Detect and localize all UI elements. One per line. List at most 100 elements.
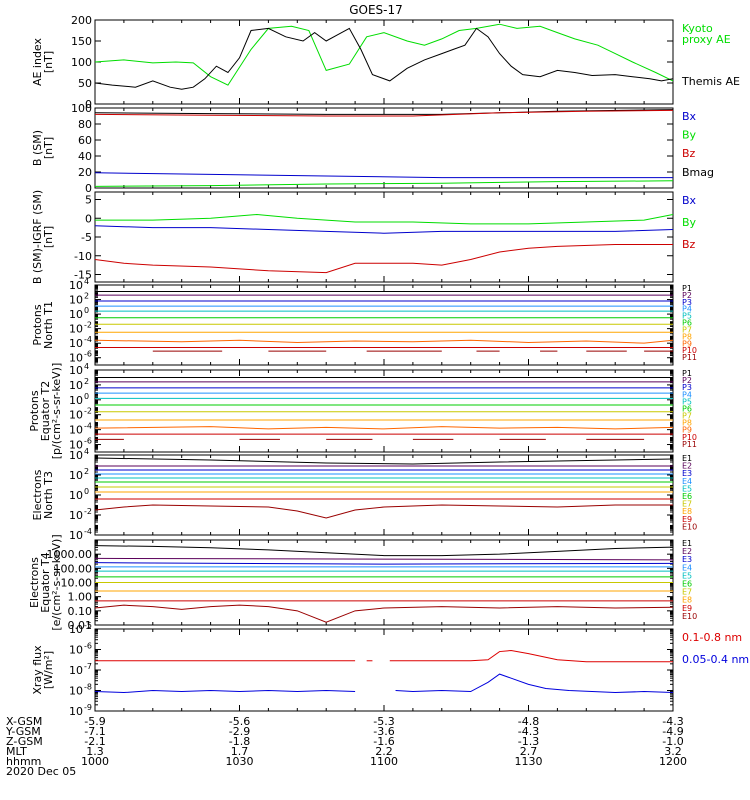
series-line-themis-ae: [94, 27, 674, 90]
series-line-p9: [94, 426, 674, 430]
y-tick-label: 100: [71, 102, 92, 115]
panel-bdiff: 5 0 -5 -10 -15 B (SM)-IGRF (SM)[nT] Bx By Bz: [31, 190, 697, 284]
y-tick-label: 10: [69, 394, 83, 407]
y-tick-exponent: -7: [84, 662, 92, 671]
x-axis-value: -4.9: [662, 725, 683, 738]
y-tick-label: 10: [69, 509, 83, 522]
legend-label: P3: [682, 383, 692, 392]
legend-label: By: [682, 129, 697, 142]
legend-label: E6: [682, 580, 692, 589]
y-axis-label: Protons: [28, 390, 41, 431]
series-line-0-1-0-8-nm: [389, 650, 673, 663]
y-tick-exponent: -4: [84, 335, 92, 344]
y-axis-label: North T1: [42, 301, 55, 349]
legend-label: E5: [682, 484, 692, 493]
y-tick-exponent: 4: [84, 362, 89, 371]
y-axis-label: [nT]: [42, 137, 55, 159]
y-tick-exponent: 0: [84, 306, 89, 315]
legend-label: 0.1-0.8 nm: [682, 631, 742, 644]
x-axis-value: 1130: [515, 755, 543, 768]
x-axis-block: X-GSM -5.9 -5.6 -5.3 -4.8 -4.3Y-GSM -7.1 -2.9 -3…: [5, 715, 687, 768]
y-tick-label: 0.10: [68, 605, 93, 618]
y-tick-label: 100: [71, 56, 92, 69]
y-tick-label: 10: [69, 469, 83, 482]
y-tick-exponent: 2: [84, 377, 89, 386]
series-line-e1: [94, 545, 674, 557]
y-tick-exponent: -4: [84, 422, 92, 431]
y-tick-label: 10: [69, 489, 83, 502]
date-label: 2020 Dec 05: [6, 765, 76, 778]
y-tick-label: 10: [69, 352, 83, 365]
legend-label: E8: [682, 507, 692, 516]
series-line-e1: [94, 457, 674, 465]
legend-label: Bz: [682, 238, 696, 251]
legend-label: P1: [682, 369, 692, 378]
legend-label: P6: [682, 319, 692, 328]
legend-label: P2: [682, 376, 692, 385]
x-axis-value: -7.1: [84, 725, 105, 738]
legend-label: P10: [682, 433, 697, 442]
panel-frame: [94, 284, 674, 366]
y-tick-label: 10: [69, 424, 83, 437]
y-tick-exponent: -2: [84, 407, 92, 416]
y-axis-label: [nT]: [42, 226, 55, 248]
y-tick-exponent: 0: [84, 392, 89, 401]
panel-frame: [94, 107, 674, 189]
y-tick-label: 10: [69, 685, 83, 698]
legend-label: P10: [682, 346, 697, 355]
y-tick-exponent: -6: [84, 642, 92, 651]
legend-label: Bmag: [682, 166, 714, 179]
y-tick-label: 40: [78, 150, 92, 163]
y-tick-exponent: -5: [84, 621, 92, 630]
x-axis-value: 1100: [370, 755, 398, 768]
legend-label: E4: [682, 477, 692, 486]
series-line-e2: [94, 557, 674, 561]
x-axis-value: -1.8: [229, 735, 250, 748]
series-line-bz: [94, 109, 674, 117]
legend-label: P4: [682, 390, 692, 399]
legend-label: P9: [682, 426, 692, 435]
legend-label: P7: [682, 325, 692, 334]
y-axis-label: [nT]: [42, 51, 55, 73]
y-tick-exponent: -4: [84, 527, 92, 536]
y-tick-label: -10: [74, 250, 92, 263]
legend-label: E3: [682, 555, 692, 564]
x-axis-value: -5.6: [229, 715, 250, 728]
y-tick-label: 10: [69, 294, 83, 307]
series-line-e10: [94, 504, 673, 519]
panel-frame: [94, 454, 674, 536]
x-axis-value: -2.9: [229, 725, 250, 738]
x-axis-value: -4.8: [518, 715, 539, 728]
y-tick-label: 10: [69, 705, 83, 718]
y-tick-exponent: 2: [84, 292, 89, 301]
legend-label: P8: [682, 419, 692, 428]
y-tick-exponent: -2: [84, 507, 92, 516]
legend-label: Kyoto: [682, 22, 713, 35]
x-axis-row-label: Z-GSM: [6, 735, 43, 748]
series-line-by: [95, 213, 674, 225]
legend-label: Bx: [682, 194, 697, 207]
y-tick-label: 10: [69, 337, 83, 350]
legend-label: P8: [682, 332, 692, 341]
legend-label: Bx: [682, 110, 697, 123]
y-tick-label: 10: [69, 323, 83, 336]
y-tick-label: 10: [69, 279, 83, 292]
x-axis-row-label: Y-GSM: [5, 725, 41, 738]
series-line-bx: [94, 225, 674, 234]
y-tick-label: 10: [69, 529, 83, 542]
plot-title: GOES-17: [349, 3, 403, 17]
panel-frame: [94, 628, 674, 712]
y-tick-label: 0.01: [68, 619, 93, 632]
y-tick-label: 1000.00: [47, 548, 93, 561]
x-axis-value: -1.3: [518, 735, 539, 748]
y-tick-label: 10: [69, 308, 83, 321]
x-axis-value: 2.7: [520, 745, 538, 758]
y-tick-label: 100.00: [54, 562, 93, 575]
x-axis-value: -4.3: [662, 715, 683, 728]
legend-label: E9: [682, 604, 692, 613]
series-line-0-05-0-4-nm: [94, 689, 356, 694]
legend-label: Bz: [682, 147, 696, 160]
